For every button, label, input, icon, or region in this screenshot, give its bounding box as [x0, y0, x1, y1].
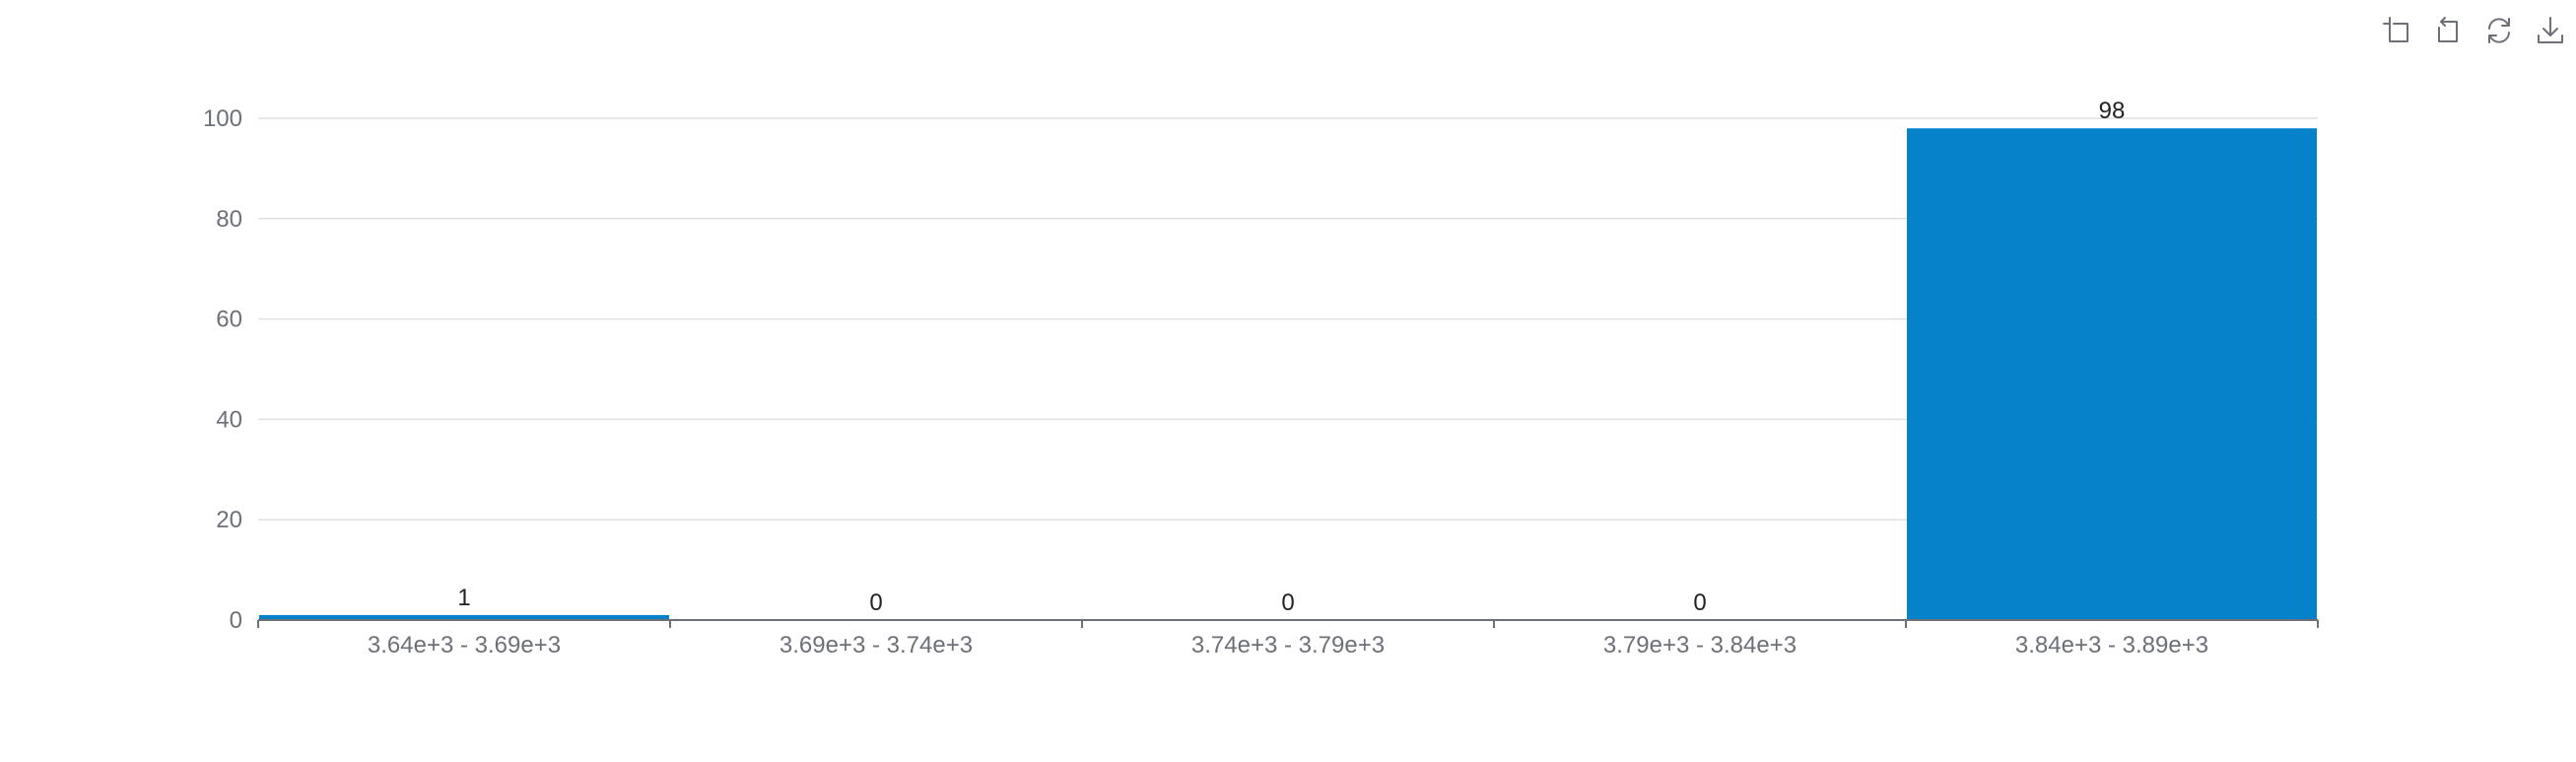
data-labels: 1 0 0 0 98 — [457, 98, 2125, 616]
y-tick-label: 80 — [216, 206, 242, 233]
zoom-button[interactable] — [2371, 10, 2422, 51]
bars — [259, 128, 2317, 620]
zoom-reset-icon — [2438, 17, 2458, 42]
zoom-reset-button[interactable] — [2422, 10, 2474, 51]
x-tick-label: 3.69e+3 - 3.74e+3 — [780, 632, 973, 658]
y-tick-label: 40 — [216, 406, 242, 433]
x-axis: 3.64e+3 - 3.69e+3 3.69e+3 - 3.74e+3 3.74e+… — [257, 619, 2319, 658]
data-label: 98 — [2099, 98, 2126, 124]
y-axis-ticks: 0 20 40 60 80 100 — [203, 105, 242, 634]
data-label: 0 — [1693, 589, 1706, 616]
restore-icon — [2488, 18, 2510, 43]
x-tick-label: 3.64e+3 - 3.69e+3 — [368, 632, 561, 658]
download-icon — [2538, 17, 2563, 43]
x-tick-label: 3.74e+3 - 3.79e+3 — [1191, 632, 1385, 658]
y-tick-label: 20 — [216, 507, 242, 533]
chart-toolbar — [2371, 10, 2576, 51]
bar — [1907, 128, 2317, 620]
data-label: 0 — [869, 589, 882, 616]
zoom-icon — [2383, 17, 2408, 42]
download-button[interactable] — [2525, 10, 2576, 51]
data-label: 0 — [1281, 589, 1294, 616]
bar — [259, 614, 669, 620]
x-tick-label: 3.79e+3 - 3.84e+3 — [1603, 632, 1796, 658]
data-label: 1 — [457, 585, 470, 611]
y-tick-label: 0 — [230, 607, 242, 634]
x-tick-label: 3.84e+3 - 3.89e+3 — [2015, 632, 2208, 658]
y-tick-label: 60 — [216, 307, 242, 333]
restore-button[interactable] — [2474, 10, 2525, 51]
y-tick-label: 100 — [203, 105, 242, 132]
